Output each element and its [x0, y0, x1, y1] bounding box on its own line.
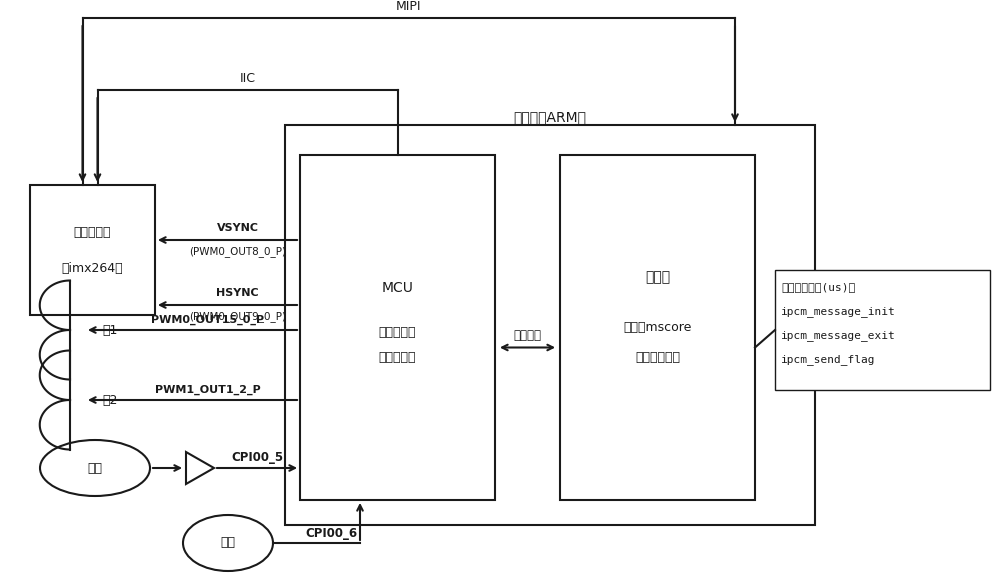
Text: 按键: 按键	[220, 537, 236, 550]
Bar	[30, 185, 155, 315]
Ellipse shape	[40, 440, 150, 496]
Text: HSYNC: HSYNC	[216, 288, 259, 298]
Polygon shape	[186, 452, 214, 484]
Text: PWM1_OUT1_2_P: PWM1_OUT1_2_P	[155, 385, 260, 395]
Text: 灯2: 灯2	[102, 394, 118, 407]
Text: ipcm_message_exit: ipcm_message_exit	[781, 330, 896, 341]
Bar	[560, 155, 755, 500]
Text: PWM0_OUT15_0_P: PWM0_OUT15_0_P	[151, 315, 264, 325]
Bar	[300, 155, 495, 500]
Bar	[285, 125, 815, 525]
Text: 图像传感器: 图像传感器	[74, 226, 111, 239]
Text: (PWM0_OUT9_0_P): (PWM0_OUT9_0_P)	[189, 312, 286, 322]
Text: 毫秒级核心）: 毫秒级核心）	[635, 351, 680, 364]
Text: （基于mscore: （基于mscore	[623, 321, 692, 334]
Text: 主进程: 主进程	[645, 271, 670, 284]
Text: 处理器（ARM）: 处理器（ARM）	[514, 110, 586, 124]
Text: CPI00_6: CPI00_6	[305, 526, 358, 540]
Bar	[775, 270, 990, 390]
Ellipse shape	[183, 515, 273, 571]
Text: 度定时器）: 度定时器）	[379, 351, 416, 364]
Text: 电源: 电源	[88, 462, 103, 475]
Text: MCU: MCU	[382, 281, 413, 295]
Text: VSYNC: VSYNC	[216, 223, 258, 233]
Text: IIC: IIC	[240, 72, 256, 85]
Text: ipcm_message_init: ipcm_message_init	[781, 306, 896, 317]
Text: （内置高精: （内置高精	[379, 326, 416, 339]
Text: MIPI: MIPI	[396, 0, 422, 13]
Text: 核间通信接口(us)：: 核间通信接口(us)：	[781, 282, 855, 292]
Text: 核间通信: 核间通信	[514, 329, 542, 342]
Text: CPI00_5: CPI00_5	[231, 451, 283, 465]
Text: 灯1: 灯1	[102, 323, 118, 336]
Text: (PWM0_OUT8_0_P): (PWM0_OUT8_0_P)	[189, 247, 286, 257]
Text: ipcm_send_flag: ipcm_send_flag	[781, 354, 876, 365]
Text: （imx264）: （imx264）	[62, 261, 123, 274]
